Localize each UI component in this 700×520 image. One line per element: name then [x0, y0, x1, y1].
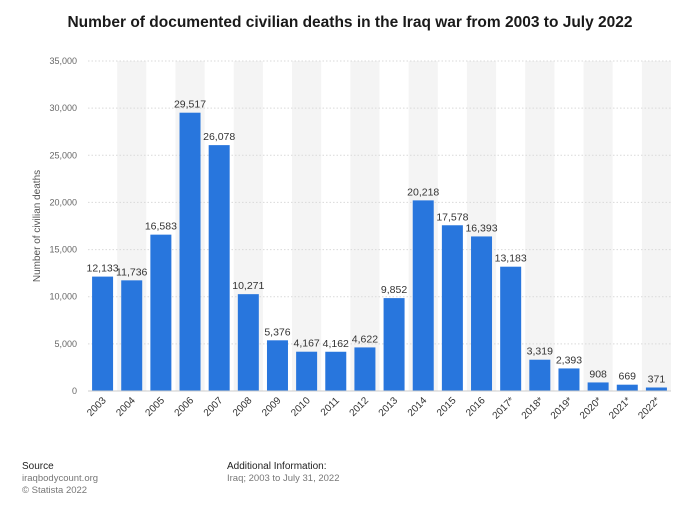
bar-value-label: 371 [648, 374, 666, 386]
bar[interactable] [354, 347, 376, 391]
bar[interactable] [587, 382, 609, 391]
bar-value-label: 4,167 [293, 338, 319, 350]
x-tick-label: 2012 [348, 395, 372, 419]
y-tick-label: 15,000 [49, 245, 77, 255]
y-tick-label: 35,000 [49, 56, 77, 66]
bar-value-label: 26,078 [203, 131, 235, 143]
bar[interactable] [645, 387, 667, 391]
source-line[interactable]: iraqbodycount.org [22, 473, 99, 484]
bar-value-label: 16,393 [465, 222, 497, 234]
y-tick-label: 5,000 [54, 339, 77, 349]
bar-value-label: 908 [589, 368, 607, 380]
background-band [350, 61, 380, 391]
bar-chart: 0 5,000 10,000 15,000 20,000 25,000 30,000 35,0… [32, 56, 671, 422]
bar-value-label: 3,319 [527, 346, 553, 358]
x-tick-label: 2020* [578, 395, 604, 421]
x-tick-label: 2006 [173, 395, 197, 419]
bar-value-label: 13,183 [495, 253, 527, 265]
bar[interactable] [471, 236, 493, 391]
x-tick-label: 2017* [491, 395, 517, 421]
background-band [292, 61, 322, 391]
x-tick-label: 2008 [231, 395, 255, 419]
x-tick-label: 2013 [377, 395, 401, 419]
bar-value-label: 11,736 [116, 266, 147, 278]
bar-value-label: 4,162 [323, 338, 349, 350]
x-tick-label: 2016 [464, 395, 488, 419]
x-tick-label: 2022* [636, 395, 662, 421]
bar-value-label: 10,271 [232, 280, 264, 292]
source-block: Source iraqbodycount.org © Statista 2022 [22, 461, 98, 497]
bar-value-label: 5,376 [264, 326, 290, 338]
y-axis-label: Number of civilian deaths [32, 170, 43, 282]
chart-title: Number of documented civilian deaths in … [67, 14, 633, 31]
bar[interactable] [150, 234, 172, 391]
bar[interactable] [412, 200, 434, 391]
y-tick-label: 20,000 [49, 197, 77, 207]
x-tick-label: 2019* [549, 395, 575, 421]
bar-value-label: 669 [619, 371, 637, 383]
x-tick-label: 2007 [202, 395, 226, 419]
x-tick-label: 2005 [143, 395, 167, 419]
bar[interactable] [121, 280, 143, 391]
bar-value-label: 2,393 [556, 354, 582, 366]
background-band [525, 61, 555, 391]
additional-info-heading: Additional Information: [227, 461, 327, 472]
background-band [583, 61, 613, 391]
bar[interactable] [92, 276, 114, 391]
x-tick-label: 2011 [319, 395, 342, 418]
additional-info-line: Iraq; 2003 to July 31, 2022 [227, 473, 340, 484]
source-heading: Source [22, 461, 54, 472]
bar[interactable] [558, 368, 580, 391]
bar[interactable] [441, 225, 463, 391]
bar-value-label: 4,622 [352, 333, 378, 345]
bar[interactable] [529, 359, 551, 391]
bar[interactable] [208, 145, 230, 391]
x-tick-label: 2015 [435, 395, 459, 419]
x-tick-label: 2014 [406, 395, 430, 419]
bar[interactable] [500, 266, 522, 391]
x-tick-label: 2010 [289, 395, 313, 419]
additional-info-block: Additional Information: Iraq; 2003 to Ju… [227, 461, 340, 485]
background-band [641, 61, 671, 391]
bar[interactable] [266, 340, 288, 391]
y-tick-label: 25,000 [49, 150, 77, 160]
x-tick-label: 2003 [85, 395, 109, 419]
bar[interactable] [383, 298, 405, 391]
y-tick-label: 10,000 [49, 292, 77, 302]
bar[interactable] [237, 294, 259, 391]
bar-value-label: 12,133 [87, 263, 119, 275]
bar-value-label: 9,852 [381, 284, 407, 296]
bar-value-label: 16,583 [145, 221, 177, 233]
x-tick-label: 2004 [114, 395, 138, 419]
bar-value-label: 20,218 [407, 186, 439, 198]
y-tick-label: 0 [72, 386, 77, 396]
bar[interactable] [179, 112, 201, 392]
y-tick-label: 30,000 [49, 103, 77, 113]
bar-value-label: 17,578 [436, 211, 468, 223]
bar-value-label: 29,517 [174, 99, 206, 111]
x-tick-label: 2018* [520, 395, 546, 421]
x-tick-label: 2009 [260, 395, 284, 419]
x-tick-label: 2021* [607, 395, 633, 421]
copyright-line: © Statista 2022 [22, 485, 88, 496]
bar[interactable] [296, 351, 318, 391]
bar[interactable] [325, 351, 347, 391]
bar[interactable] [616, 384, 638, 391]
